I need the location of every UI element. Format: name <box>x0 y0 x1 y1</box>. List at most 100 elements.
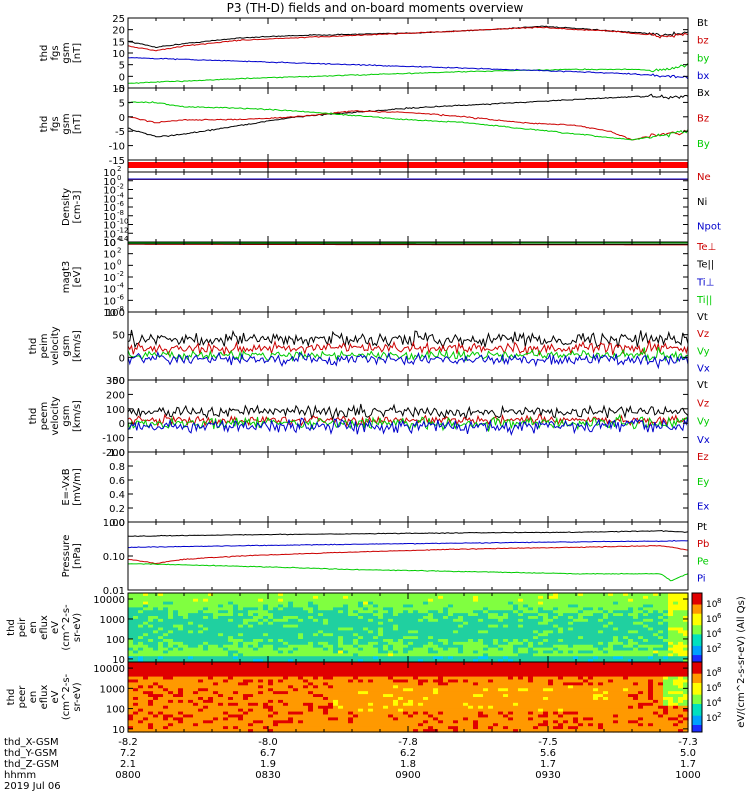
heatmap-cell <box>363 621 369 626</box>
heatmap-cell <box>358 616 364 620</box>
heatmap-cell <box>438 662 444 666</box>
heatmap-cell <box>313 633 319 637</box>
heatmap-cell <box>213 708 219 713</box>
heatmap-cell <box>478 633 484 637</box>
heatmap-cell <box>368 679 374 684</box>
heatmap-cell <box>333 694 339 698</box>
heatmap-cell <box>463 653 469 657</box>
heatmap-cell <box>408 723 414 727</box>
heatmap-cell <box>393 610 399 614</box>
heatmap-cell <box>423 699 429 704</box>
heatmap-cell <box>488 641 494 646</box>
heatmap-cell <box>513 641 519 646</box>
heatmap-cell <box>218 670 224 675</box>
heatmap-cell <box>533 618 539 623</box>
heatmap-cell <box>443 644 449 649</box>
heatmap-cell <box>363 633 369 637</box>
heatmap-cell <box>453 647 459 652</box>
heatmap-cell <box>248 708 254 713</box>
heatmap-cell <box>673 627 679 631</box>
heatmap-cell <box>203 624 209 629</box>
heatmap-cell <box>473 650 479 654</box>
heatmap-cell <box>558 595 564 600</box>
heatmap-cell <box>548 647 554 652</box>
heatmap-cell <box>403 593 409 597</box>
heatmap-cell <box>228 714 234 719</box>
heatmap-cell <box>223 702 229 707</box>
heatmap-cell <box>573 644 579 649</box>
heatmap-cell <box>263 653 269 657</box>
heatmap-cell <box>348 601 354 606</box>
heatmap-cell <box>163 679 169 684</box>
heatmap-cell <box>533 633 539 637</box>
heatmap-cell <box>253 607 259 611</box>
heatmap-cell <box>448 682 454 686</box>
heatmap-cell <box>178 720 184 724</box>
heatmap-cell <box>653 641 659 646</box>
heatmap-cell <box>348 682 354 686</box>
panel-frame <box>127 451 689 523</box>
heatmap-cell <box>133 694 139 698</box>
heatmap-cell <box>303 653 309 657</box>
heatmap-cell <box>298 656 304 660</box>
heatmap-cell <box>518 595 524 600</box>
heatmap-cell <box>538 659 544 663</box>
heatmap-cell <box>623 621 629 626</box>
heatmap-cell <box>143 691 149 695</box>
heatmap-cell <box>413 662 419 666</box>
heatmap-cell <box>253 598 259 603</box>
heatmap-cell <box>428 702 434 707</box>
heatmap-cell <box>343 670 349 675</box>
heatmap-cell <box>168 691 174 695</box>
heatmap-cell <box>613 616 619 620</box>
heatmap-cell <box>263 726 269 730</box>
heatmap-cell <box>623 630 629 634</box>
heatmap-cell <box>558 644 564 649</box>
heatmap-cell <box>403 679 409 684</box>
heatmap-cell <box>273 613 279 617</box>
heatmap-cell <box>348 685 354 689</box>
heatmap-cell <box>533 627 539 631</box>
heatmap-cell <box>628 641 634 646</box>
y-axis-label: thd <box>28 408 39 425</box>
heatmap-cell <box>303 627 309 631</box>
heatmap-cell <box>678 598 684 603</box>
heatmap-cell <box>288 595 294 600</box>
heatmap-cell <box>183 644 189 649</box>
heatmap-cell <box>273 667 279 672</box>
heatmap-cell <box>443 650 449 654</box>
y-tick-label: 0 <box>119 72 125 83</box>
heatmap-cell <box>143 624 149 629</box>
heatmap-cell <box>168 613 174 617</box>
heatmap-cell <box>588 647 594 652</box>
y-axis-label: [nT] <box>72 114 83 134</box>
heatmap-cell <box>433 664 439 669</box>
heatmap-cell <box>568 610 574 614</box>
heatmap-cell <box>488 613 494 617</box>
heatmap-cell <box>248 621 254 626</box>
series-line-peem-velocity <box>127 403 689 421</box>
heatmap-cell <box>153 697 159 701</box>
heatmap-cell <box>183 711 189 716</box>
heatmap-cell <box>668 598 674 603</box>
heatmap-cell <box>463 613 469 617</box>
heatmap-cell <box>438 618 444 623</box>
heatmap-cell <box>398 664 404 669</box>
heatmap-cell <box>648 650 654 654</box>
heatmap-cell <box>293 624 299 629</box>
heatmap-cell <box>658 636 664 640</box>
heatmap-cell <box>308 697 314 701</box>
heatmap-cell <box>133 624 139 629</box>
heatmap-cell <box>628 636 634 640</box>
heatmap-cell <box>648 644 654 649</box>
heatmap-cell <box>328 667 334 672</box>
heatmap-cell <box>188 717 194 721</box>
heatmap-cell <box>208 595 214 600</box>
heatmap-cell <box>318 717 324 721</box>
heatmap-cell <box>298 697 304 701</box>
heatmap-cell <box>393 705 399 710</box>
heatmap-cell <box>383 679 389 684</box>
heatmap-cell <box>553 621 559 626</box>
heatmap-cell <box>238 667 244 672</box>
